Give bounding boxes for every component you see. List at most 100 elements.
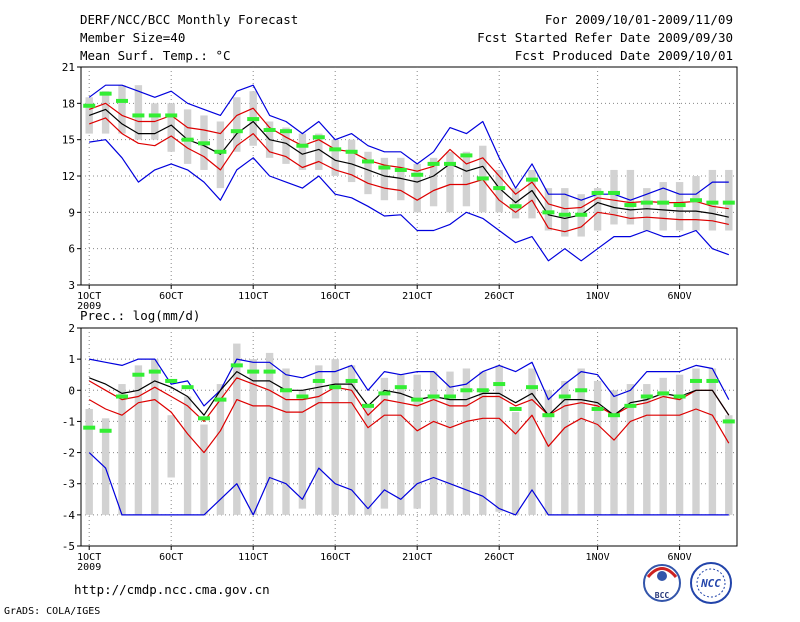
temp-xtick-label: 6NOV	[668, 291, 692, 302]
precip-observation-mark	[394, 385, 407, 390]
precip-observation-mark	[476, 388, 489, 393]
precip-spread-box	[183, 396, 192, 515]
precip-spread-box	[692, 368, 700, 515]
temp-xtick-label: 1NOV	[586, 291, 610, 302]
temp-spread-box	[446, 151, 454, 213]
temp-observation-mark	[591, 190, 604, 195]
precip-observation-mark	[411, 397, 424, 402]
temp-ytick-label: 21	[62, 61, 75, 74]
temp-observation-mark	[575, 212, 588, 217]
precip-observation-mark	[706, 378, 719, 383]
temp-spread-box	[380, 157, 389, 201]
temp-observation-mark	[83, 103, 96, 108]
precip-spread-box	[626, 384, 635, 515]
precip-xtick-label: 6OCT	[159, 552, 183, 563]
temp-spread-box	[216, 121, 225, 189]
temp-observation-mark	[624, 203, 637, 208]
temp-series-min	[89, 139, 730, 262]
temp-observation-mark	[542, 210, 555, 215]
precip-spread-box	[725, 415, 733, 515]
precip-spread-box	[561, 380, 569, 515]
precip-xtick-label: 16OCT	[320, 552, 350, 563]
temp-observation-mark	[263, 127, 276, 132]
grads-credit: GrADS: COLA/IGES	[4, 606, 100, 617]
temp-series-mean	[88, 108, 729, 219]
temp-spread-box	[610, 169, 618, 225]
chart-title: DERF/NCC/BCC Monthly Forecast	[80, 12, 298, 27]
precip-spread-box	[298, 390, 307, 509]
precip-spread-box	[675, 374, 684, 515]
temp-spread-box	[347, 139, 356, 183]
temp-spread-box	[725, 169, 733, 231]
precip-ytick-label: -2	[62, 447, 75, 460]
precip-observation-mark	[280, 388, 292, 393]
precip-series-lower	[88, 399, 730, 454]
precip-observation-mark	[329, 385, 342, 390]
precip-spread-box	[265, 352, 274, 515]
temp-spread-box	[495, 169, 503, 213]
temp-spread-box	[659, 182, 667, 231]
precip-series-max	[89, 358, 730, 407]
precip-ytick-label: -5	[62, 540, 75, 553]
precip-spread-box	[643, 384, 651, 515]
temp-spread-box	[315, 133, 323, 170]
precip-observation-mark	[640, 394, 653, 399]
precip-spread-box	[347, 365, 356, 515]
precip-spread-box	[511, 412, 520, 515]
precip-plot-frame	[80, 327, 738, 547]
temp-observation-mark	[706, 200, 719, 205]
temp-observation-mark	[493, 186, 506, 191]
precip-observation-mark	[116, 394, 128, 399]
temp-observation-mark	[116, 98, 128, 103]
temp-spread-box	[101, 91, 110, 134]
precip-observation-mark	[198, 416, 210, 421]
precip-spread-box	[446, 371, 454, 515]
precip-spread-box	[429, 371, 438, 515]
precip-observation-mark	[657, 391, 670, 396]
temp-observation-mark	[558, 212, 571, 217]
temp-observation-mark	[165, 113, 178, 118]
precip-spread-box	[216, 384, 225, 515]
temp-spread-box	[183, 109, 192, 164]
precip-xtick-sublabel: 2009	[77, 562, 101, 573]
precip-spread-box	[200, 424, 208, 515]
precip-observation-mark	[542, 413, 555, 418]
temp-spread-box	[364, 151, 372, 195]
temp-ytick-label: 9	[68, 206, 75, 219]
temp-series-max	[88, 84, 729, 201]
source-url[interactable]: http://cmdp.ncc.cma.gov.cn	[74, 582, 270, 597]
temp-spread-box	[643, 188, 651, 231]
forecast-period: For 2009/10/01-2009/11/09	[545, 12, 733, 27]
precip-spread-box	[380, 377, 389, 509]
temp-observation-mark	[247, 117, 260, 122]
precip-observation-mark	[493, 382, 506, 387]
precip-spread-box	[134, 365, 143, 515]
temp-spread-box	[561, 188, 569, 237]
precip-ytick-label: 1	[68, 353, 75, 366]
precip-ytick-label: -3	[62, 478, 75, 491]
precip-observation-mark	[230, 363, 243, 368]
precip-spread-box	[495, 365, 503, 512]
precip-spread-box	[397, 374, 405, 515]
temp-ytick-label: 18	[62, 97, 75, 110]
precip-observation-mark	[247, 369, 260, 374]
temp-spread-box	[331, 139, 339, 176]
temp-spread-box	[134, 85, 143, 140]
temp-observation-mark	[608, 190, 620, 195]
temp-spread-box	[511, 188, 520, 219]
temp-observation-mark	[476, 176, 489, 181]
member-size: Member Size=40	[80, 30, 185, 45]
temp-observation-mark	[99, 91, 112, 96]
temp-observation-mark	[427, 161, 440, 166]
precip-observation-mark	[673, 394, 686, 399]
precip-observation-mark	[558, 394, 571, 399]
precip-observation-mark	[460, 388, 473, 393]
temp-observation-mark	[198, 141, 210, 146]
precip-xtick-label: 1OCT	[77, 552, 101, 563]
temp-observation-mark	[296, 143, 309, 148]
precip-series-mean	[88, 371, 730, 416]
ncc-logo: NCC	[690, 562, 732, 604]
precip-xtick-label: 1NOV	[586, 552, 610, 563]
